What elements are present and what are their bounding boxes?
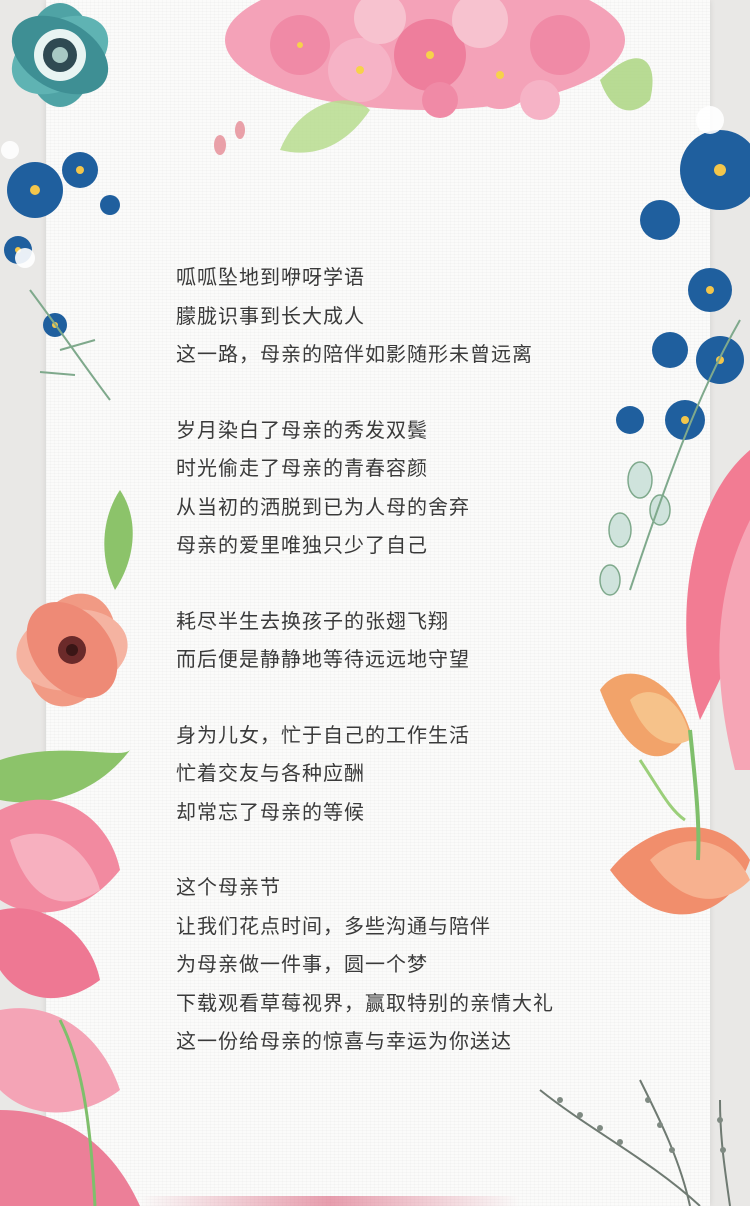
bottom-pink-band: [140, 1196, 520, 1206]
teal-anemone-icon: [11, 3, 109, 107]
poem-line: 时光偷走了母亲的青春容颜: [176, 456, 428, 480]
blue-forget-me-not-icon: [599, 106, 750, 596]
poem-line: 让我们花点时间，多些沟通与陪伴: [176, 913, 491, 938]
pink-poppy-icon: [16, 593, 128, 707]
poem-line: 为母亲做一件事，圆一个梦: [176, 952, 428, 976]
stanza: 呱呱坠地到咿呀学语 朦胧识事到长大成人 这一路，母亲的陪伴如影随形未曾远离: [176, 258, 646, 374]
pink-tulip-icon: [686, 450, 750, 770]
poem-line: 这一份给母亲的惊喜与幸运为你送达: [176, 1029, 512, 1053]
poem-line: 这个母亲节: [176, 875, 281, 899]
poem: 呱呱坠地到咿呀学语 朦胧识事到长大成人 这一路，母亲的陪伴如影随形未曾远离 岁月…: [176, 258, 646, 1098]
poem-line: 母亲的爱里唯独只少了自己: [176, 533, 428, 557]
stanza: 身为儿女，忙于自己的工作生活 忙着交友与各种应酬 却常忘了母亲的等候: [176, 716, 646, 832]
poem-line: 从当初的洒脱到已为人母的舍弃: [176, 494, 470, 519]
poem-line: 耗尽半生去换孩子的张翅飞翔: [176, 608, 449, 633]
paper-background: [46, 0, 710, 1206]
poem-line: 朦胧识事到长大成人: [176, 303, 365, 328]
poem-line: 却常忘了母亲的等候: [176, 799, 365, 824]
poem-line: 岁月染白了母亲的秀发双鬓: [176, 417, 428, 442]
stanza: 岁月染白了母亲的秀发双鬓 时光偷走了母亲的青春容颜 从当初的洒脱到已为人母的舍弃…: [176, 411, 646, 565]
poem-line: 呱呱坠地到咿呀学语: [176, 265, 365, 289]
pink-hydrangea-icon: [214, 0, 653, 155]
poem-line: 下载观看草莓视界，赢取特别的亲情大礼: [176, 990, 554, 1015]
blue-forget-me-not-icon: [1, 141, 120, 401]
stanza: 这个母亲节 让我们花点时间，多些沟通与陪伴 为母亲做一件事，圆一个梦 下载观看草…: [176, 868, 646, 1061]
leaf-icon: [104, 490, 133, 590]
pink-tulip-icon: [0, 750, 140, 1206]
stanza: 耗尽半生去换孩子的张翅飞翔 而后便是静静地等待远远地守望: [176, 602, 646, 679]
orange-lily-icon: [600, 673, 750, 915]
poem-line: 忙着交友与各种应酬: [176, 761, 365, 785]
poem-line: 这一路，母亲的陪伴如影随形未曾远离: [176, 342, 533, 366]
poem-line: 身为儿女，忙于自己的工作生活: [176, 722, 470, 747]
poem-line: 而后便是静静地等待远远地守望: [176, 647, 470, 671]
gray-sprig-icon: [539, 1079, 731, 1206]
